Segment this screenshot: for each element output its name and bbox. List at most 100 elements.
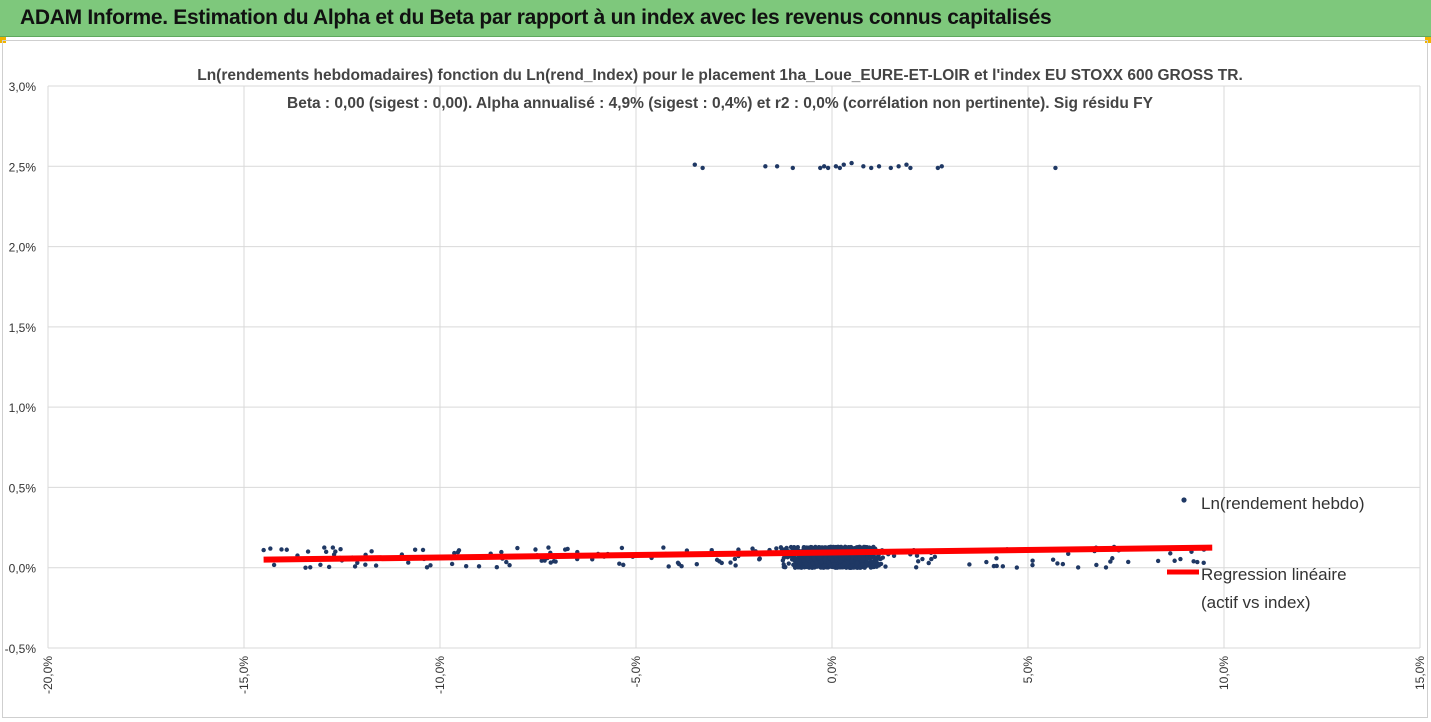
data-point	[318, 562, 323, 567]
x-tick-label: 0,0%	[825, 656, 839, 684]
data-point	[888, 165, 893, 171]
chart-title-line-2: Beta : 0,00 (sigest : 0,00). Alpha annua…	[287, 95, 1154, 112]
data-point	[991, 563, 997, 569]
data-point	[553, 559, 558, 564]
data-point	[279, 547, 284, 552]
data-point	[284, 547, 289, 552]
grid-layer	[47, 85, 1421, 649]
data-point	[913, 565, 919, 570]
data-point	[774, 164, 780, 169]
data-point	[504, 559, 509, 565]
data-point	[774, 546, 779, 551]
data-point	[869, 165, 874, 171]
data-point	[827, 563, 833, 568]
data-point	[1000, 564, 1006, 569]
data-point	[914, 553, 920, 558]
data-point	[1172, 558, 1177, 563]
chart-title-line-1: Ln(rendements hebdomadaires) fonction du…	[197, 67, 1243, 84]
data-point	[463, 563, 469, 569]
data-point	[810, 561, 815, 566]
data-point	[834, 557, 839, 563]
data-point	[876, 164, 882, 169]
data-point	[1195, 559, 1200, 565]
data-point	[499, 549, 504, 555]
x-tick-label: 15,0%	[1413, 656, 1427, 690]
data-point	[849, 558, 854, 564]
data-point	[548, 560, 553, 565]
data-point	[1110, 556, 1115, 561]
legend-marker-points	[1181, 497, 1187, 503]
corner-accent-right	[1425, 37, 1431, 43]
data-point	[533, 547, 538, 552]
data-point	[515, 545, 520, 551]
data-point	[476, 564, 482, 569]
data-point	[825, 165, 831, 171]
y-tick-label: 0,0%	[9, 562, 37, 576]
data-point	[700, 165, 705, 171]
data-point	[821, 164, 827, 169]
regression-line	[263, 544, 1213, 563]
data-point	[717, 559, 722, 564]
data-point	[750, 546, 755, 551]
data-point	[929, 556, 934, 562]
data-point	[831, 545, 836, 550]
y-tick-label: 3,0%	[9, 80, 37, 94]
data-point	[896, 164, 901, 169]
data-point	[1108, 559, 1113, 564]
data-point	[1053, 165, 1058, 171]
data-point	[781, 555, 787, 561]
data-point	[338, 546, 343, 552]
data-point	[926, 560, 931, 566]
data-point	[863, 563, 869, 569]
legend-label-points: Ln(rendement hebdo)	[1201, 494, 1365, 513]
data-point	[801, 545, 807, 550]
data-point	[876, 562, 881, 567]
regression-layer	[263, 544, 1213, 563]
data-point	[373, 563, 379, 568]
data-point	[494, 565, 500, 570]
data-point	[786, 561, 791, 566]
x-tick-label: 10,0%	[1217, 656, 1231, 690]
x-tick-label: 5,0%	[1021, 656, 1035, 684]
data-point	[822, 557, 827, 562]
data-point	[883, 564, 888, 569]
data-point	[733, 563, 738, 568]
data-point	[864, 556, 869, 561]
data-point	[1030, 562, 1035, 568]
data-point	[849, 554, 855, 560]
data-point	[617, 561, 622, 566]
data-point	[728, 560, 733, 565]
data-point	[830, 558, 835, 563]
data-point	[352, 564, 358, 569]
data-point	[908, 165, 913, 171]
data-point	[785, 555, 790, 560]
x-tick-label: -20,0%	[41, 656, 55, 694]
data-point	[932, 554, 938, 560]
data-point	[322, 545, 327, 550]
data-point	[842, 561, 847, 566]
data-point	[676, 561, 682, 567]
data-point	[849, 160, 854, 166]
data-point	[1155, 558, 1161, 564]
data-point	[424, 565, 430, 570]
data-point	[666, 564, 671, 569]
data-point	[1055, 561, 1060, 566]
data-point	[841, 162, 846, 167]
data-point	[838, 556, 843, 561]
data-point	[854, 545, 859, 550]
data-point	[303, 565, 308, 570]
data-point	[452, 550, 457, 556]
y-tick-label: 1,5%	[9, 321, 37, 335]
data-point	[363, 562, 368, 567]
data-point	[1094, 562, 1099, 568]
data-point	[859, 558, 865, 563]
data-point	[406, 560, 411, 565]
points-layer	[261, 160, 1207, 570]
data-point	[763, 164, 768, 169]
y-tick-label: 1,0%	[9, 401, 37, 415]
data-point	[783, 564, 788, 570]
data-point	[861, 164, 866, 169]
data-point	[305, 549, 311, 554]
data-point	[268, 546, 273, 551]
data-point	[369, 549, 374, 554]
